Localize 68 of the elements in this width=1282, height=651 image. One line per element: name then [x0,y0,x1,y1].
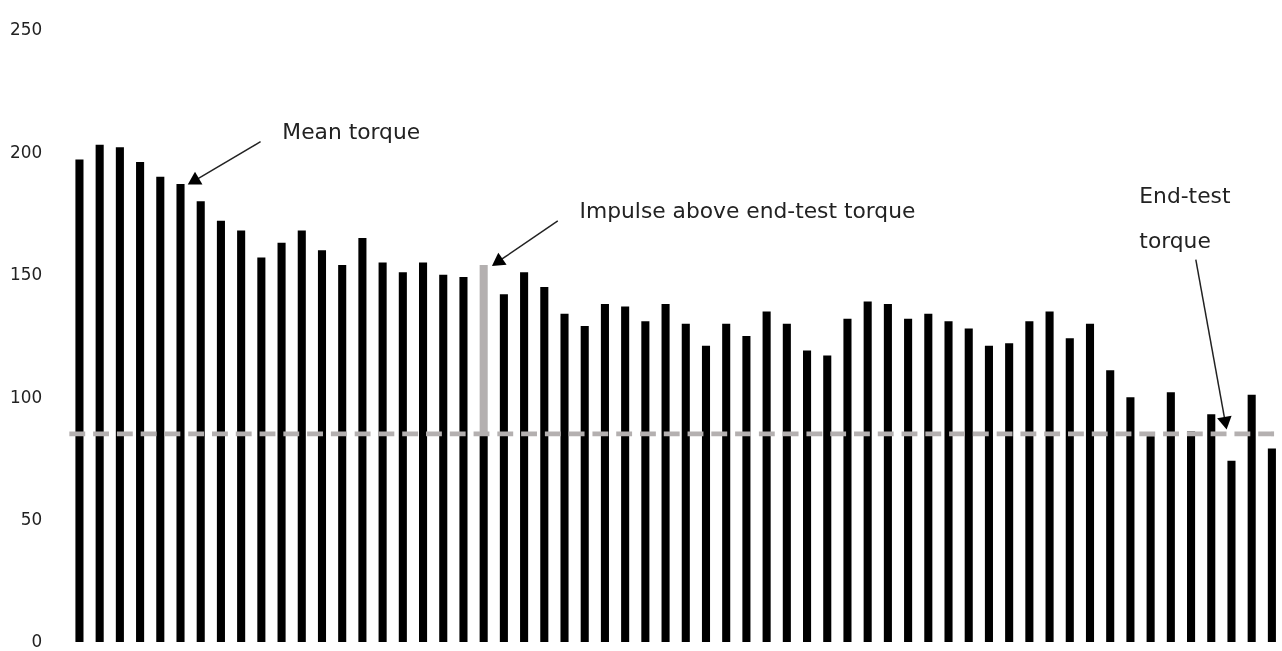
bar [378,262,387,643]
y-tick-label: 0 [31,631,43,651]
bar [540,286,549,643]
bar [136,162,145,643]
bar [499,294,508,643]
y-tick-label: 100 [9,386,43,407]
bar [944,321,953,643]
bar [600,304,609,643]
bar [1065,338,1074,643]
bar [520,272,529,643]
bar [1207,414,1216,643]
bar [762,311,771,643]
bar [883,304,892,643]
bar [398,272,407,643]
bar [1146,436,1155,643]
bar [803,350,812,643]
bar [661,304,670,643]
bar [115,147,124,643]
bar [479,433,488,643]
bar [701,345,711,643]
bar [95,144,104,643]
bar [904,318,913,643]
bar [681,323,690,643]
bar [75,159,84,643]
bar [843,318,852,643]
bar [1126,397,1135,643]
bar [1005,343,1014,643]
annotation: Mean torque [282,118,421,144]
annotation: Impulse above end-test torque [579,198,916,224]
bar [641,321,650,643]
bar [1227,460,1236,643]
bar [419,262,428,643]
y-tick-label: 150 [9,264,43,285]
bar [742,335,751,643]
bar [196,201,205,643]
bar [580,326,589,643]
bar [722,323,731,643]
bar [1045,311,1054,643]
bar [924,313,933,643]
y-tick-label: 50 [20,509,43,530]
bar [1267,448,1276,643]
bar [782,323,791,643]
y-tick-label: 200 [9,141,43,162]
bar [964,328,973,643]
bar [1106,370,1115,643]
bar [156,176,165,643]
bar [823,355,832,643]
bar [1166,392,1175,643]
bar [237,230,246,643]
bar [459,277,468,643]
bar [621,306,630,643]
bar [358,237,367,643]
bar [560,313,569,643]
bar [277,242,286,643]
bar [317,250,327,643]
bar [1025,321,1034,643]
annotation: End-test torque [1139,183,1231,253]
bar [863,301,872,643]
bar [338,264,347,643]
bar [257,257,266,643]
bar [297,230,306,643]
bar [439,274,448,643]
bar [1085,323,1095,643]
bar [984,345,993,643]
bar [1247,394,1256,643]
y-tick-label: 250 [9,19,43,40]
bar [176,184,185,643]
bar [216,220,225,643]
